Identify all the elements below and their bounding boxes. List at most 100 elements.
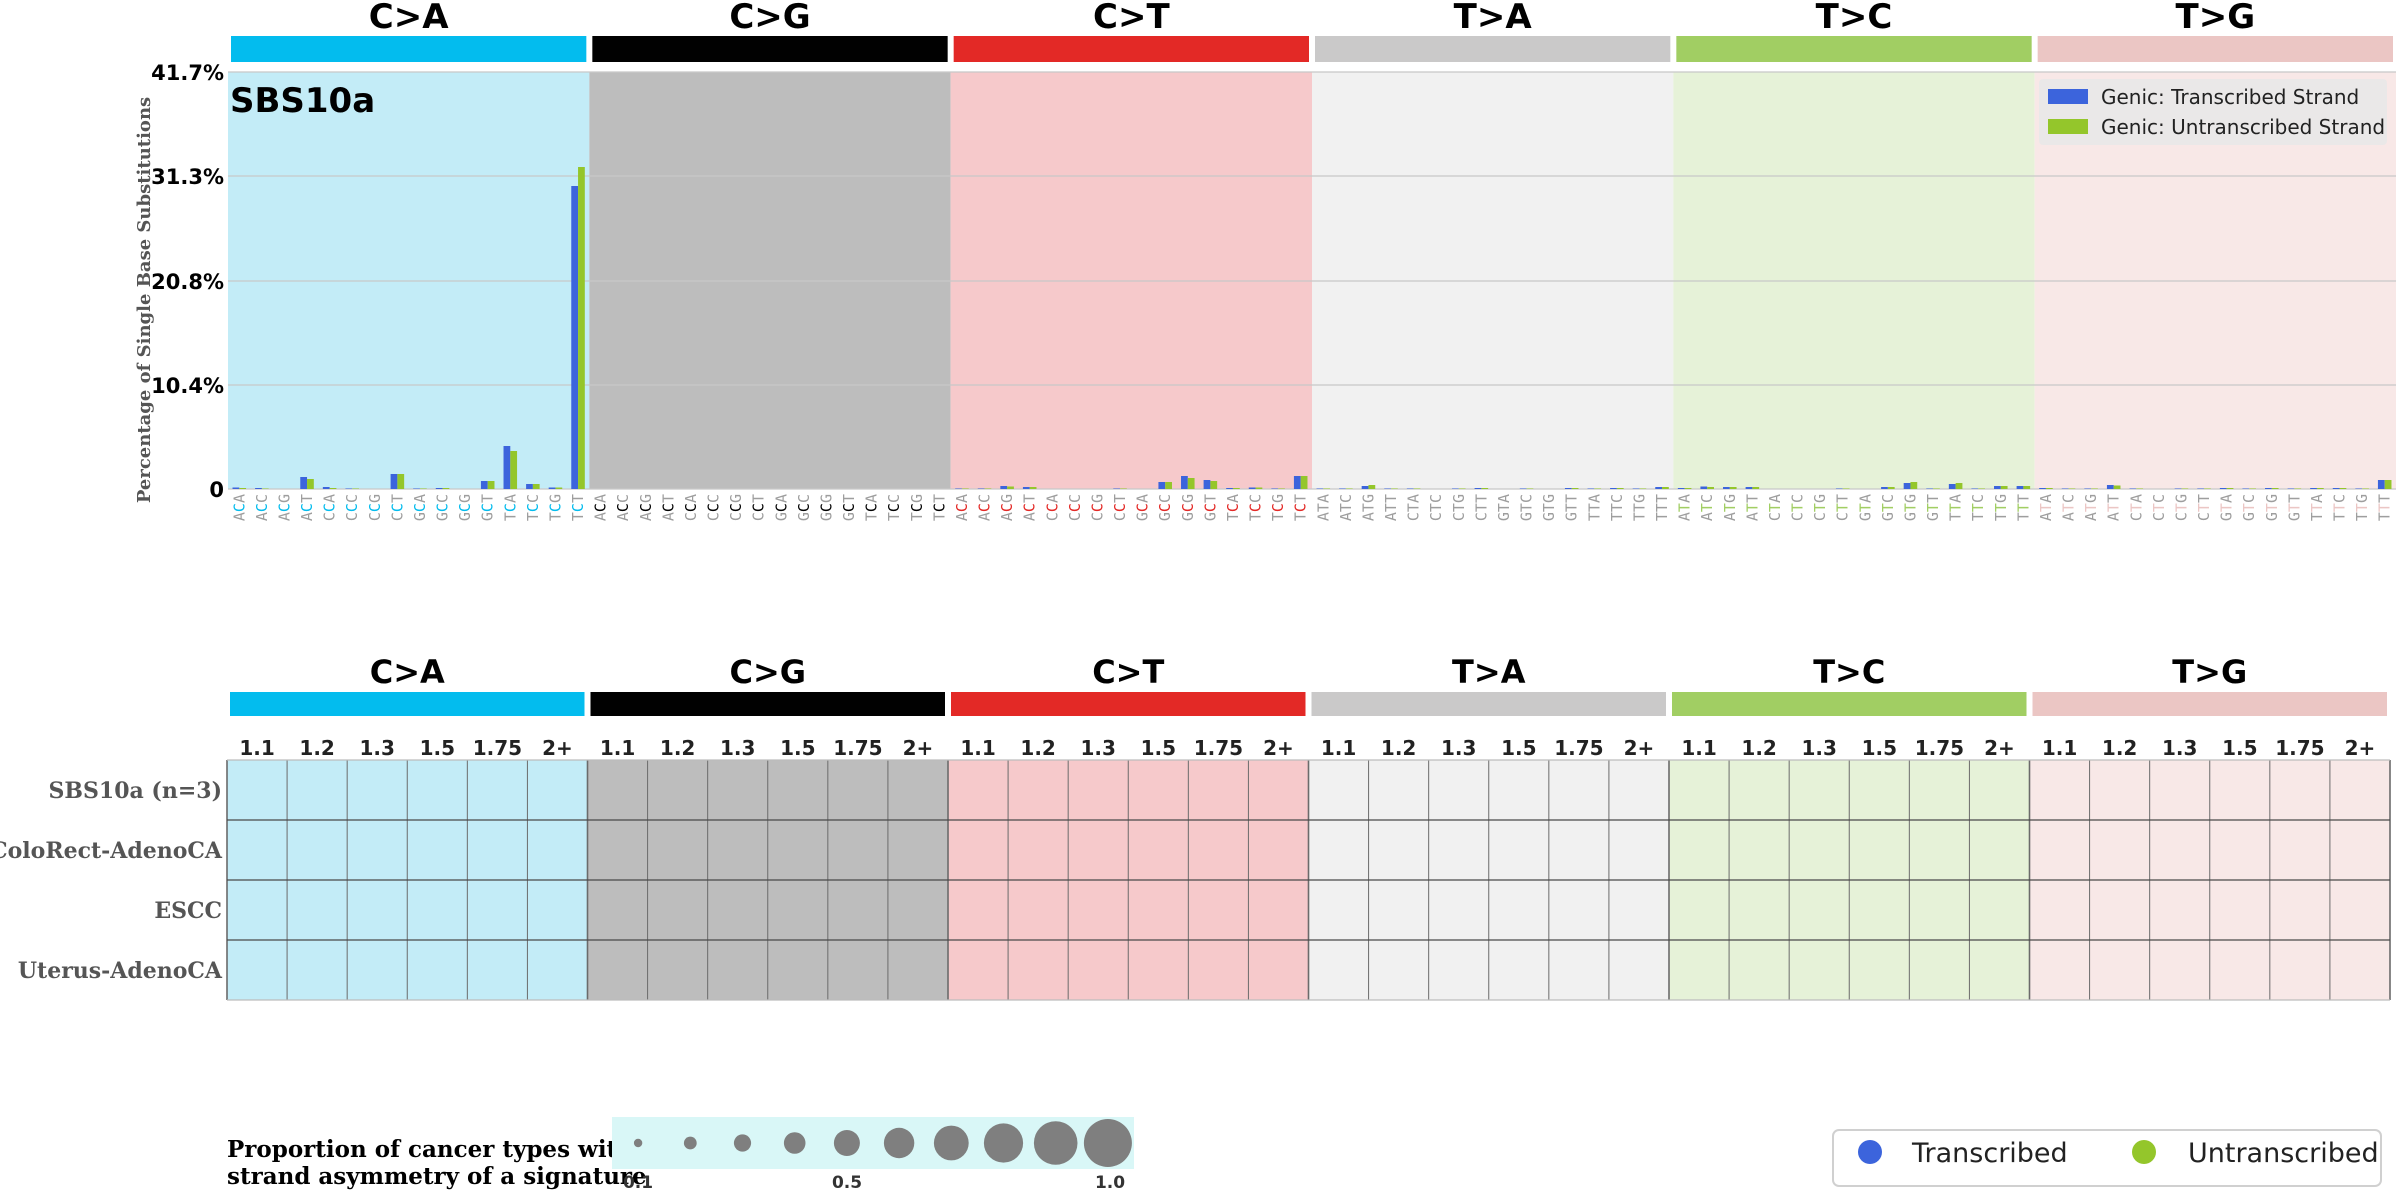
bar-transcribed-12 [503, 446, 511, 489]
bar-transcribed-61 [1610, 488, 1617, 489]
bar-untranscribed-82 [2091, 488, 2098, 489]
ratio-label-t-to-g-3: 1.5 [2222, 736, 2257, 760]
bar-untranscribed-81 [2068, 488, 2076, 489]
row-label-0: SBS10a (n=3) [49, 778, 222, 804]
bar-transcribed-67 [1745, 487, 1753, 489]
context-label-46: TCG [1269, 494, 1287, 521]
bar-untranscribed-59 [1571, 488, 1579, 489]
ratio-label-t-to-c-4: 1.75 [1915, 736, 1964, 760]
context-label-69: CTC [1789, 494, 1807, 521]
bar-untranscribed-91 [2294, 488, 2302, 489]
row-label-1: ColoRect-AdenoCA [0, 838, 223, 864]
bar-transcribed-83 [2106, 485, 2114, 489]
bottom-header-label-t-to-c: T>C [1813, 653, 1885, 691]
bar-transcribed-48 [1316, 488, 1324, 489]
ratio-label-t-to-a-4: 1.75 [1554, 736, 1603, 760]
bar-untranscribed-83 [2113, 485, 2121, 489]
ratio-label-t-to-g-1: 1.2 [2102, 736, 2137, 760]
chart-legend: Genic: Transcribed Strand Genic: Untrans… [2039, 79, 2387, 145]
strand-asymmetry-table [226, 759, 2391, 1001]
proportion-legend-title-line1: Proportion of cancer types with [227, 1136, 634, 1163]
bar-untranscribed-89 [2249, 488, 2256, 489]
bar-untranscribed-94 [2362, 488, 2369, 489]
context-label-14: TCG [547, 494, 565, 521]
ratio-label-c-to-a-4: 1.75 [473, 736, 522, 760]
proportion-tick-0: 0.1 [623, 1173, 653, 1193]
bar-untranscribed-52 [1413, 488, 1421, 489]
bar-untranscribed-9 [442, 488, 450, 489]
ratio-label-c-to-t-5: 2+ [1263, 736, 1294, 760]
legend-label-transcribed: Genic: Transcribed Strand [2101, 85, 2359, 109]
top-header-label-c-to-g: C>G [729, 0, 810, 37]
bar-transcribed-46 [1271, 488, 1279, 489]
ratio-label-c-to-a-0: 1.1 [239, 736, 274, 760]
bar-transcribed-4 [322, 487, 330, 489]
context-label-50: ATG [1360, 494, 1378, 521]
bar-untranscribed-34 [1007, 486, 1014, 489]
context-label-49: ATC [1337, 494, 1355, 521]
bottom-mutation-type-headers: C>A C>G C>T T>A T>C T>G [230, 653, 2387, 716]
bar-untranscribed-86 [2181, 488, 2189, 489]
context-label-1: ACC [253, 494, 271, 521]
context-label-58: GTG [1540, 494, 1558, 521]
bar-untranscribed-47 [1300, 476, 1308, 489]
bar-transcribed-8 [413, 488, 420, 489]
context-label-93: TTC [2331, 494, 2349, 521]
context-label-55: CTT [1472, 494, 1490, 521]
context-label-79: TTT [2014, 494, 2032, 521]
bar-untranscribed-73 [1887, 487, 1895, 489]
ratio-label-c-to-g-1: 1.2 [660, 736, 695, 760]
top-header-label-t-to-g: T>G [2176, 0, 2256, 37]
bar-transcribed-55 [1474, 488, 1482, 489]
bar-untranscribed-49 [1345, 488, 1353, 489]
bar-transcribed-89 [2242, 488, 2250, 489]
context-label-88: GTA [2218, 494, 2236, 521]
ratio-label-t-to-g-0: 1.1 [2042, 736, 2077, 760]
context-label-34: ACG [998, 494, 1016, 521]
ratio-label-t-to-g-2: 1.3 [2162, 736, 2197, 760]
y-tick-2: 20.8% [151, 270, 224, 294]
context-label-22: CCG [727, 494, 745, 521]
bar-transcribed-42 [1181, 476, 1188, 489]
bar-transcribed-73 [1881, 487, 1888, 489]
ratio-label-t-to-c-0: 1.1 [1681, 736, 1716, 760]
context-label-54: CTG [1450, 494, 1468, 521]
context-label-82: ATG [2082, 494, 2100, 521]
context-label-80: ATA [2037, 494, 2055, 521]
untranscribed-dot [2132, 1140, 2156, 1164]
context-label-43: GCT [1201, 494, 1219, 521]
context-label-44: TCA [1224, 494, 1242, 521]
bubble-2 [733, 1134, 752, 1152]
bar-transcribed-87 [2197, 488, 2205, 489]
bar-untranscribed-62 [1639, 488, 1647, 489]
bar-untranscribed-8 [419, 488, 427, 489]
context-label-28: TCA [863, 494, 881, 521]
context-label-27: GCT [840, 494, 858, 521]
bar-transcribed-7 [390, 474, 398, 489]
bar-transcribed-74 [1903, 483, 1911, 489]
bar-transcribed-32 [955, 488, 962, 489]
x-context-labels: ACAACCACGACTCCACCCCCGCCTGCAGCCGCGGCTTCAT… [230, 494, 2393, 521]
context-label-12: TCA [501, 494, 519, 521]
context-label-95: TTT [2376, 494, 2394, 521]
bar-transcribed-95 [2377, 480, 2385, 489]
bar-untranscribed-0 [239, 488, 247, 489]
ratio-label-t-to-a-1: 1.2 [1381, 736, 1416, 760]
bar-transcribed-78 [1994, 486, 2001, 489]
legend-label-untranscribed: Genic: Untranscribed Strand [2101, 115, 2385, 139]
context-label-81: ATC [2060, 494, 2078, 521]
context-label-47: TCT [1292, 494, 1310, 521]
bar-transcribed-3 [300, 477, 308, 489]
ratio-label-t-to-a-3: 1.5 [1501, 736, 1536, 760]
context-label-70: CTG [1811, 494, 1829, 521]
y-tick-labels: 41.7% 31.3% 20.8% 10.4% 0 [151, 61, 224, 502]
bar-untranscribed-51 [1391, 488, 1398, 489]
bar-untranscribed-42 [1187, 478, 1195, 489]
bottom-header-bar-t-to-a [1311, 692, 1666, 716]
bar-untranscribed-46 [1278, 488, 1285, 489]
context-label-83: ATT [2105, 494, 2123, 521]
bar-transcribed-45 [1248, 487, 1256, 489]
context-label-33: ACC [976, 494, 994, 521]
context-label-7: CCT [388, 494, 406, 521]
bar-untranscribed-90 [2271, 488, 2279, 489]
